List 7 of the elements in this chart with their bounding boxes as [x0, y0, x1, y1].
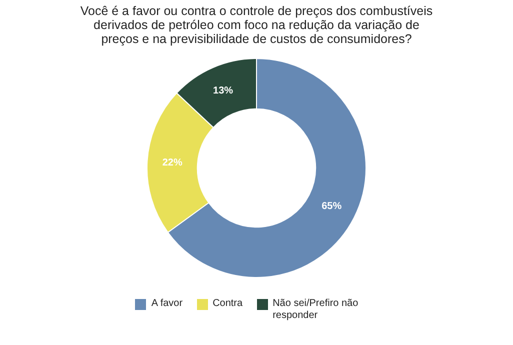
data-label: 22% [162, 157, 182, 168]
legend-label: Não sei/Prefiro não responder [272, 298, 360, 322]
legend-label: Contra [212, 298, 243, 310]
chart-title: Você é a favor ou contra o controle de preços dos combustíveis derivados de petróleo com foco na redução da variação de preços e na previsibilidade de custos de consumidores? [79, 4, 434, 46]
legend-label: A favor [151, 298, 183, 310]
data-label: 13% [213, 85, 234, 96]
data-label: 65% [322, 201, 342, 212]
